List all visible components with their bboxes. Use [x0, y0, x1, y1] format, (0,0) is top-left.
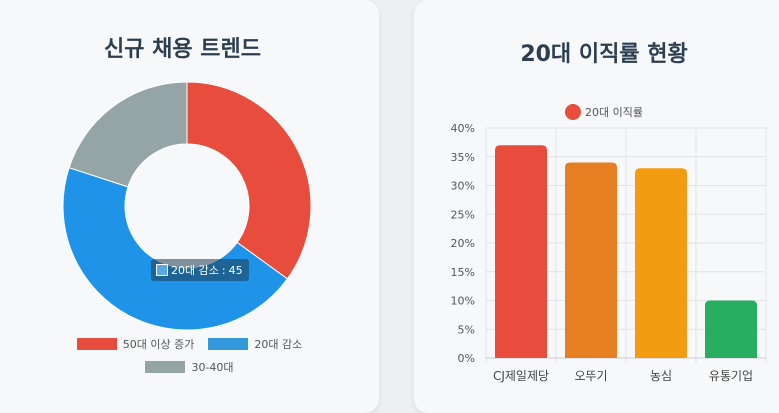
tooltip-value: 45 [228, 263, 243, 277]
donut-legend-row-1: 50대 이상 증가 20대 감소 [0, 336, 379, 352]
donut-chart [62, 81, 312, 331]
legend-swatch-0 [76, 338, 117, 350]
legend-label-1: 20대 감소 [254, 338, 303, 351]
bar-chart-card: 20대 이직률 현황 [414, 0, 779, 413]
legend-item-2[interactable]: 30-40대 [145, 359, 234, 375]
legend-label-0: 50대 이상 증가 [122, 338, 195, 351]
legend-item-0[interactable]: 50대 이상 증가 [76, 336, 195, 352]
tooltip-label: 20대 감소 [171, 264, 219, 277]
donut-slice-2[interactable] [68, 81, 188, 188]
donut-slice-0[interactable] [186, 81, 312, 280]
chart-tooltip: 20대 감소: 45 [151, 259, 249, 281]
tooltip-swatch [156, 264, 168, 276]
donut-chart-title: 신규 채용 트렌드 [104, 37, 261, 62]
legend-swatch-2 [145, 361, 186, 373]
legend-label-2: 30-40대 [191, 361, 234, 374]
legend-swatch-1 [208, 338, 249, 350]
bar-chart-title: 20대 이직률 현황 [520, 42, 688, 67]
donut-legend-row-2: 30-40대 [0, 359, 379, 375]
legend-item-1[interactable]: 20대 감소 [208, 336, 302, 352]
tooltip-separator: : [221, 263, 226, 277]
